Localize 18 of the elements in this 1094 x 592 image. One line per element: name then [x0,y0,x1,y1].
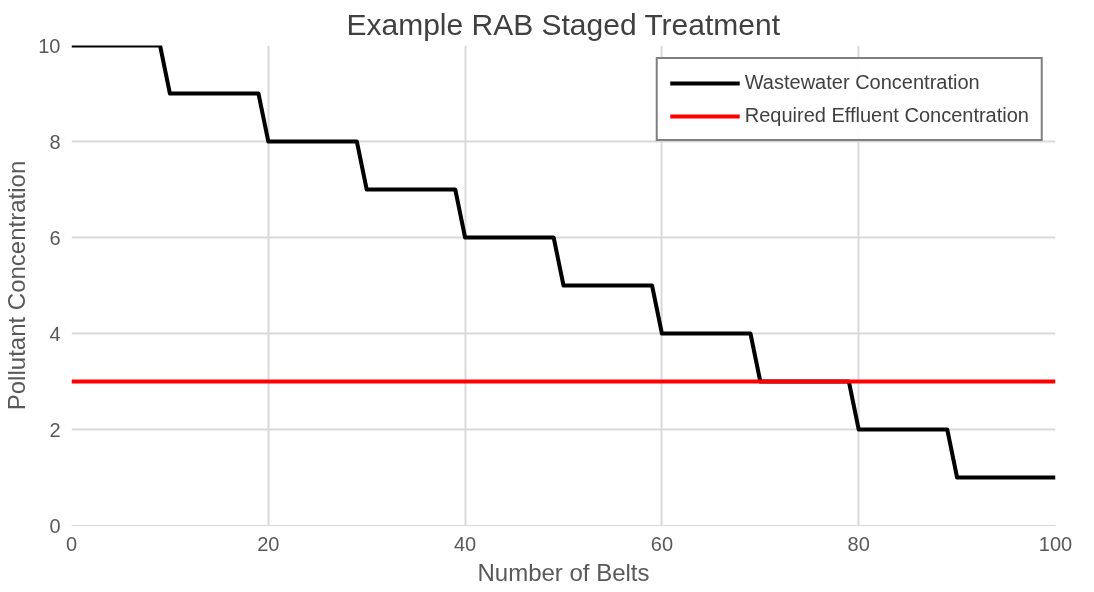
x-tick-label: 60 [650,532,674,555]
x-tick-label: 100 [1038,532,1073,555]
x-tick-label: 20 [257,532,280,555]
y-tick-label: 10 [38,34,61,57]
y-tick-label: 6 [49,226,61,249]
legend-label: Wastewater Concentration [744,71,980,94]
x-axis-title: Number of Belts [477,558,650,586]
y-axis-title: Pollutant Concentration [3,160,31,411]
x-tick-label: 40 [453,532,477,555]
chart-title: Example RAB Staged Treatment [346,7,781,41]
line-series [71,45,1056,480]
x-tick-label: 0 [65,532,78,555]
y-tick-label: 8 [49,130,61,153]
y-tick-label: 0 [49,514,61,537]
x-tick-label: 80 [847,532,870,555]
y-tick-label: 2 [49,418,61,441]
legend-label: Required Effluent Concentration [744,104,1029,127]
y-tick-label: 4 [49,322,61,345]
